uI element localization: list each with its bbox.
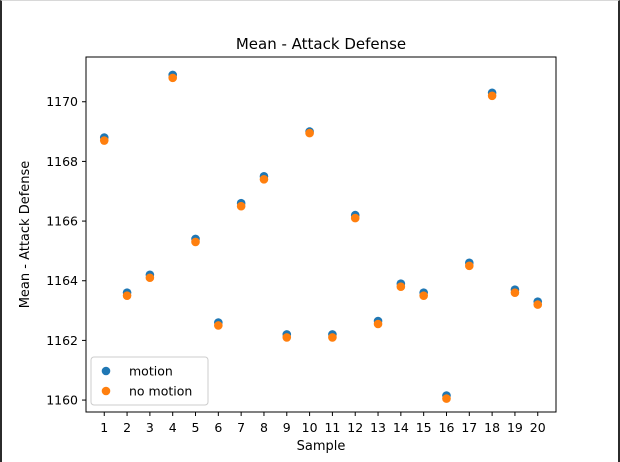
x-tick-label: 13 — [370, 420, 386, 435]
data-point — [396, 282, 406, 292]
x-tick-label: 12 — [347, 420, 363, 435]
chart-title: Mean - Attack Defense — [236, 35, 406, 53]
x-tick-label: 19 — [507, 420, 523, 435]
x-tick-label: 6 — [214, 420, 222, 435]
y-tick-label: 1160 — [46, 393, 78, 408]
data-point — [442, 394, 451, 403]
legend-label: no motion — [129, 384, 192, 399]
data-point — [533, 300, 543, 309]
data-point — [236, 201, 246, 211]
x-tick-label: 3 — [146, 420, 154, 435]
x-tick-label: 14 — [393, 420, 409, 435]
legend-box — [90, 356, 209, 406]
y-axis: 1160 1162 1164 1166 1168 1170 — [46, 94, 86, 408]
x-tick-label: 10 — [302, 420, 318, 435]
y-axis-label: Mean - Attack Defense — [18, 161, 33, 309]
y-tick-label: 1164 — [46, 273, 78, 288]
x-axis-label: Sample — [297, 439, 346, 454]
data-points — [99, 70, 543, 403]
data-point — [191, 237, 200, 247]
x-tick-label: 4 — [169, 420, 177, 435]
data-point — [328, 333, 337, 342]
series-motion — [99, 70, 543, 400]
x-tick-label: 2 — [123, 420, 131, 435]
data-point — [305, 128, 314, 138]
x-tick-label: 1 — [100, 420, 108, 435]
x-tick-label: 9 — [283, 420, 291, 435]
x-axis: 1 2 3 4 5 6 7 8 9 10 11 12 13 14 15 16 17 18 19 20 — [100, 412, 546, 435]
plot-area — [85, 56, 557, 413]
data-point — [99, 136, 109, 145]
data-point — [145, 273, 155, 283]
x-tick-label: 15 — [416, 420, 432, 435]
data-point — [510, 288, 520, 297]
x-tick-label: 17 — [461, 420, 477, 435]
x-tick-label: 7 — [237, 420, 245, 435]
y-tick-label: 1170 — [46, 94, 78, 109]
legend-marker — [101, 366, 111, 376]
data-point — [122, 291, 132, 300]
data-point — [419, 291, 428, 300]
x-tick-label: 16 — [439, 420, 455, 435]
data-point — [350, 213, 360, 223]
data-point — [465, 261, 474, 271]
data-point — [487, 91, 497, 101]
data-point — [282, 333, 292, 342]
x-tick-label: 5 — [192, 420, 200, 435]
x-tick-label: 18 — [484, 420, 500, 435]
x-tick-label: 8 — [260, 420, 268, 435]
legend: motion no motion — [90, 356, 209, 406]
data-point — [168, 73, 177, 83]
y-tick-label: 1168 — [46, 154, 78, 169]
y-tick-label: 1166 — [46, 214, 78, 229]
y-tick-label: 1162 — [46, 333, 78, 348]
legend-label: motion — [129, 364, 173, 379]
legend-marker — [101, 386, 111, 396]
data-point — [259, 175, 269, 184]
data-point — [214, 321, 223, 330]
series-no-motion — [99, 73, 543, 403]
data-point — [373, 319, 383, 329]
x-tick-label: 20 — [530, 420, 546, 435]
x-tick-label: 11 — [324, 420, 340, 435]
